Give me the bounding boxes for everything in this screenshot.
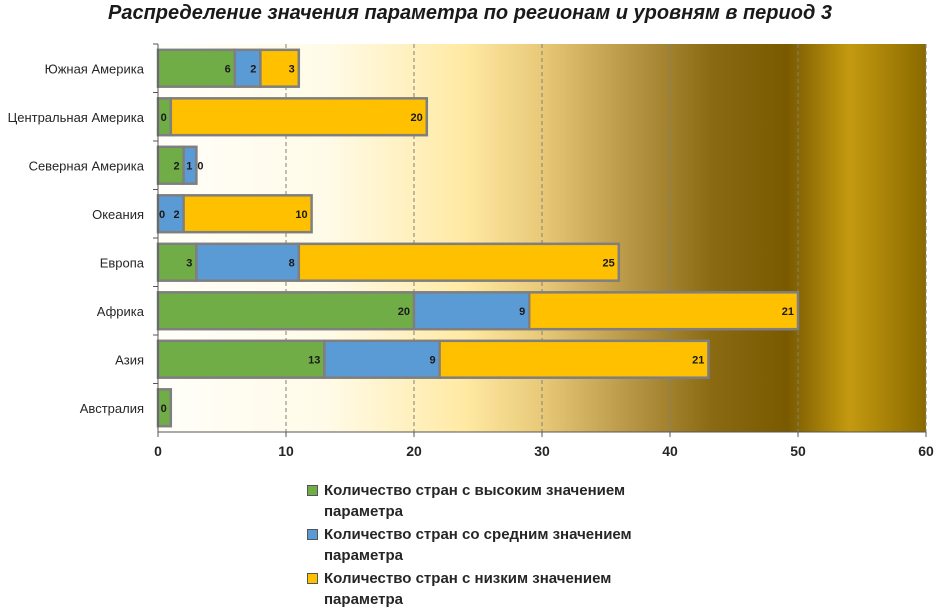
data-label: 9 [429, 354, 435, 366]
category-label: Австралия [80, 401, 144, 416]
category-label: Африка [97, 304, 145, 319]
data-label: 2 [173, 160, 179, 172]
bar-segment [156, 242, 198, 282]
category-label: Океания [92, 207, 144, 222]
data-label: 0 [161, 403, 167, 415]
category-label: Европа [100, 255, 145, 270]
bar-segment [169, 97, 429, 137]
legend-item: Количество стран со средним значением па… [307, 524, 687, 566]
bar-segment [182, 145, 198, 185]
data-label: 3 [289, 63, 295, 75]
legend-label: Количество стран с высоким значением пар… [324, 482, 626, 520]
chart-title: Распределение значения параметра по реги… [107, 2, 832, 24]
category-label: Южная Америка [45, 61, 145, 76]
data-label: 6 [225, 63, 231, 75]
bar-segment [195, 242, 301, 282]
bar-segment [182, 194, 313, 234]
bar-segment [156, 291, 416, 331]
x-tick-label: 40 [662, 443, 678, 459]
legend-item: Количество стран с высоким значением пар… [307, 480, 687, 522]
bar-segment [156, 339, 326, 379]
data-label: 0 [159, 209, 165, 221]
bar-segment [156, 48, 237, 88]
bar-segment [297, 242, 621, 282]
data-label: 2 [250, 63, 256, 75]
data-label: 20 [411, 112, 423, 124]
bar-segment [233, 48, 262, 88]
data-label: 13 [308, 354, 320, 366]
bar-segment [527, 291, 800, 331]
data-label: 1 [186, 160, 192, 172]
legend-label: Количество стран со средним значением па… [324, 526, 632, 564]
data-label: 10 [295, 209, 307, 221]
data-label: 2 [173, 209, 179, 221]
legend: Количество стран с высоким значением пар… [307, 480, 687, 612]
x-tick-label: 60 [918, 443, 934, 459]
bar-segment [412, 291, 531, 331]
legend-item: Количество стран с низким значением пара… [307, 568, 687, 610]
legend-swatch [307, 485, 318, 496]
bar-segment [156, 145, 185, 185]
x-tick-label: 10 [278, 443, 294, 459]
data-label: 20 [398, 306, 410, 318]
data-label: 25 [603, 257, 615, 269]
bar-segment [438, 339, 710, 379]
data-label: 9 [519, 306, 525, 318]
bars [156, 48, 800, 428]
data-label: 8 [289, 257, 295, 269]
bar-segment [323, 339, 441, 379]
x-tick-label: 30 [534, 443, 550, 459]
x-tick-label: 50 [790, 443, 806, 459]
category-label: Центральная Америка [8, 110, 145, 125]
bar-segment [259, 48, 301, 88]
data-label: 0 [197, 160, 203, 172]
legend-swatch [307, 573, 318, 584]
x-tick-label: 0 [154, 443, 162, 459]
data-label: 21 [782, 306, 794, 318]
legend-swatch [307, 529, 318, 540]
legend-label: Количество стран с низким значением пара… [324, 570, 612, 608]
data-label: 21 [692, 354, 704, 366]
category-label: Азия [115, 352, 144, 367]
data-label: 0 [161, 112, 167, 124]
x-tick-label: 20 [406, 443, 422, 459]
data-label: 3 [186, 257, 192, 269]
category-label: Северная Америка [29, 158, 145, 173]
